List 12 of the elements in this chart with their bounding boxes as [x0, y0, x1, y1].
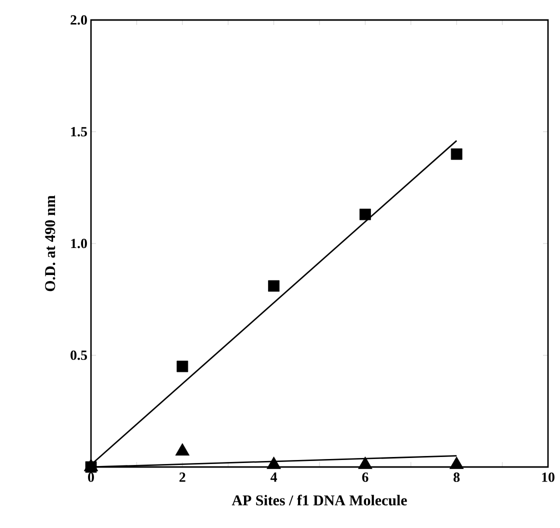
x-tick-label: 0: [88, 472, 94, 482]
x-tick-label: 6: [362, 472, 368, 482]
x-tick-label: 2: [179, 472, 186, 482]
x-tick-label: 8: [454, 472, 460, 482]
y-tick-label: 0.5: [70, 350, 87, 360]
x-axis-title: AP Sites / f1 DNA Molecule: [232, 494, 407, 506]
y-axis-title: O.D. at 490 nm: [45, 195, 56, 292]
y-tick-label: 1.5: [71, 127, 87, 136]
x-tick-label: 10: [542, 472, 554, 482]
y-tick-label: 2.0: [70, 15, 87, 25]
y-tick-label: 1.0: [71, 238, 87, 248]
x-tick-label: 4: [270, 472, 278, 482]
